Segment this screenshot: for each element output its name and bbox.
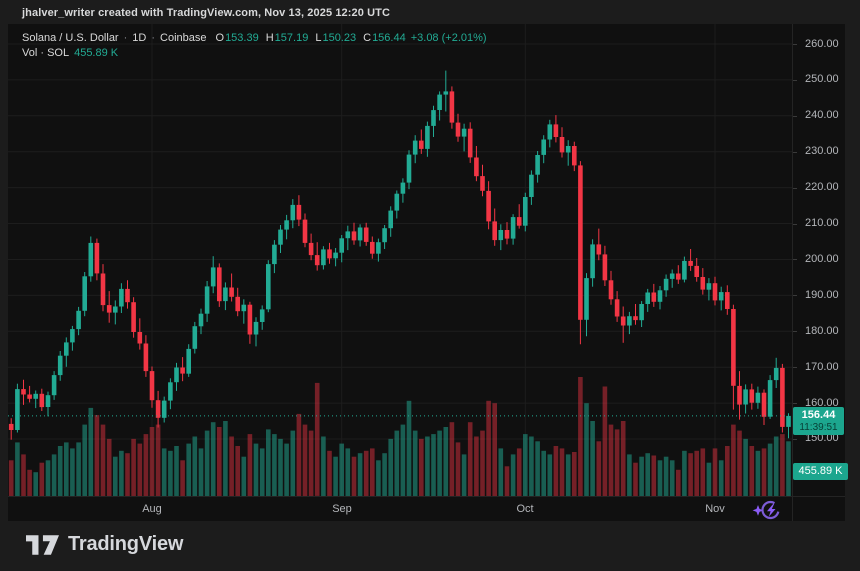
chart-legend: Solana / U.S. Dollar · 1D · Coinbase O 15…	[22, 31, 487, 60]
attribution-text: jhalver_writer created with TradingView.…	[22, 7, 391, 19]
tradingview-logo-mark	[26, 534, 59, 555]
price-axis-tick	[793, 403, 797, 404]
grid-lines	[8, 24, 792, 496]
price-axis-label: 150.00	[805, 432, 839, 445]
time-axis-label-sep: Sep	[332, 503, 352, 515]
price-axis-label: 180.00	[805, 324, 839, 337]
change-readout: +3.08 (+2.01%)	[410, 32, 487, 44]
price-axis-tick	[793, 80, 797, 81]
legend-separator: ·	[151, 32, 156, 44]
close-value: 156.44	[372, 32, 406, 44]
exchange-label: Coinbase	[160, 32, 207, 44]
price-axis-label: 250.00	[805, 73, 839, 86]
last-price-badge: 156.44 11:39:51	[793, 406, 844, 435]
low-value: 150.23	[322, 32, 357, 44]
volume-axis-badge: 455.89 K	[793, 463, 848, 480]
time-axis-label-nov: Nov	[705, 503, 725, 515]
last-price-value: 156.44	[801, 408, 836, 421]
price-axis-label: 220.00	[805, 181, 839, 194]
low-key: L	[315, 32, 322, 44]
candlestick-series	[8, 70, 791, 440]
price-axis-label: 240.00	[805, 109, 839, 122]
high-key: H	[265, 32, 274, 44]
high-value: 157.19	[274, 32, 309, 44]
symbol-title: Solana / U.S. Dollar	[22, 32, 119, 44]
price-axis-label: 190.00	[805, 288, 839, 301]
open-value: 153.39	[225, 32, 259, 44]
legend-symbol-row[interactable]: Solana / U.S. Dollar · 1D · Coinbase O 15…	[22, 31, 487, 45]
price-axis-label: 160.00	[805, 396, 839, 409]
volume-series	[8, 377, 791, 496]
price-axis-tick	[793, 44, 797, 45]
price-axis-label: 230.00	[805, 145, 839, 158]
price-axis-label: 260.00	[805, 37, 839, 50]
time-axis[interactable]: Aug Sep Oct Nov	[8, 496, 845, 521]
time-axis-label-oct: Oct	[516, 503, 534, 515]
tradingview-logo-text: TradingView	[68, 533, 184, 555]
legend-separator: ·	[123, 32, 128, 44]
volume-value: 455.89 K	[74, 47, 119, 59]
price-axis[interactable]: 260.00 250.00 240.00 230.00 220.00 210.00 200.…	[792, 24, 845, 521]
interval-label: 1D	[132, 32, 147, 44]
close-key: C	[363, 32, 372, 44]
price-axis-tick	[793, 188, 797, 189]
time-axis-label-aug: Aug	[142, 503, 162, 515]
tradingview-logo[interactable]: TradingView	[26, 533, 183, 556]
price-axis-tick	[793, 152, 797, 153]
chart-widget: Solana / U.S. Dollar · 1D · Coinbase O 15…	[8, 24, 848, 523]
price-axis-tick	[793, 439, 797, 440]
price-axis-tick	[793, 295, 797, 296]
price-axis-tick	[793, 224, 797, 225]
price-axis-label: 200.00	[805, 252, 839, 265]
price-axis-label: 170.00	[805, 360, 839, 373]
volume-key: Vol · SOL	[22, 47, 70, 59]
price-pane[interactable]	[8, 24, 792, 496]
price-axis-tick	[793, 367, 797, 368]
bar-countdown: 11:39:51	[799, 421, 838, 433]
ohlc-readout: O 153.39 H 157.19 L 150.23 C 156.44	[216, 31, 406, 45]
legend-volume-row[interactable]: Vol · SOL 455.89 K	[22, 46, 487, 60]
refresh-bolt-icon[interactable]	[752, 497, 784, 523]
open-key: O	[215, 32, 225, 44]
price-axis-tick	[793, 116, 797, 117]
price-axis-tick	[793, 331, 797, 332]
price-axis-tick	[793, 259, 797, 260]
price-axis-label: 210.00	[805, 217, 839, 230]
